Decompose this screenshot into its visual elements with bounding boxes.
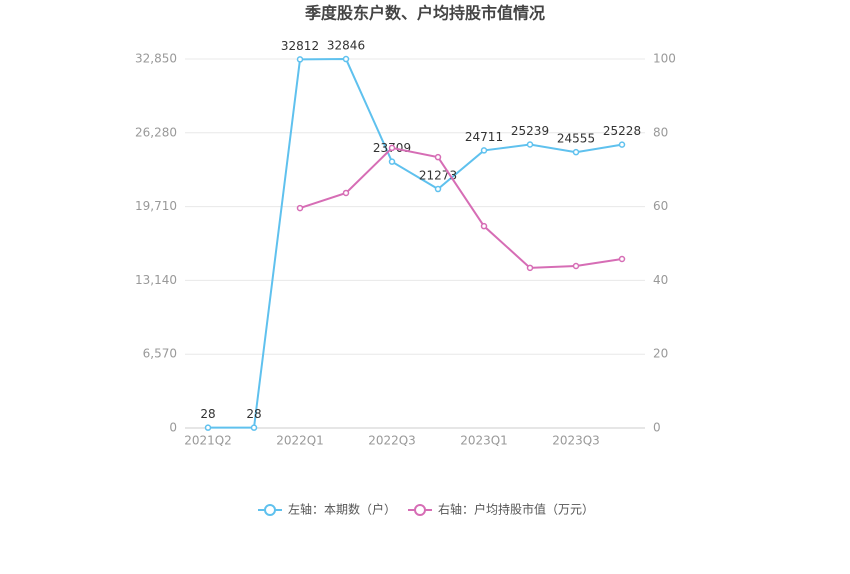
point [618,141,626,148]
legend-label: 右轴：户均持股市值（万元） [438,502,594,517]
y2-tick-label: 0 [653,421,661,435]
point [618,255,626,263]
data-label: 25228 [603,124,641,138]
point [480,222,488,230]
chart-title: 季度股东户数、户均持股市值情况 [304,4,545,23]
y-tick-label: 19,710 [135,199,177,213]
y-tick-label: 32,850 [135,52,177,66]
point [526,264,534,272]
point [434,185,442,193]
x-tick-label: 2022Q3 [368,434,416,448]
data-label: 28 [200,407,215,421]
data-label: 32846 [327,39,365,53]
point [388,158,396,165]
y2-tick-label: 80 [653,125,668,139]
x-tick-label: 2023Q3 [552,434,600,448]
point [480,147,488,154]
x-tick-label: 2023Q1 [460,434,508,448]
y-tick-label: 13,140 [135,273,177,287]
y2-tick-label: 60 [653,199,668,213]
series-line [208,58,623,429]
y-tick-label: 0 [169,421,177,435]
y-tick-label: 6,570 [143,347,177,361]
point [342,55,350,63]
data-label: 24711 [465,130,503,144]
point [526,141,534,148]
point [434,153,442,161]
point [296,204,304,212]
series-line [299,146,623,269]
point [250,424,258,431]
data-label: 32812 [281,39,319,53]
legend-label: 左轴：本期数（户） [288,502,396,517]
x-tick-label: 2022Q1 [276,434,324,448]
data-label: 28 [246,407,261,421]
point [204,424,212,431]
data-label: 25239 [511,124,549,138]
point [388,144,396,152]
point [572,262,580,270]
x-tick-label: 2021Q2 [184,434,232,448]
point [342,189,350,197]
legend-marker [264,504,276,516]
data-label: 24555 [557,132,595,146]
y2-tick-label: 100 [653,52,676,66]
y2-tick-label: 20 [653,347,668,361]
point [296,56,304,63]
y-tick-label: 26,280 [135,125,177,139]
y2-tick-label: 40 [653,273,668,287]
legend-marker [414,504,426,516]
point [572,148,580,156]
